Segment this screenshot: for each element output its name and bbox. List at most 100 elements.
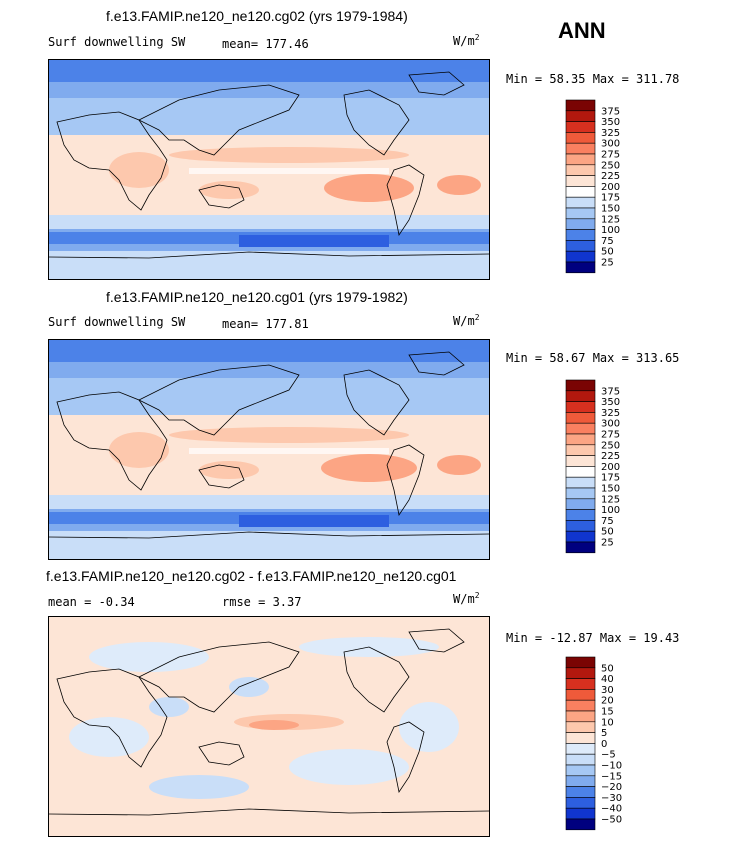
colorbar-tick-label: 0 (601, 739, 607, 750)
colorbar-tick-label: 225 (601, 451, 620, 462)
panel-2-colorbar: 375 350 325 300 275 250 225 200 175 150 125 100 75 50… (565, 379, 656, 555)
colorbar-swatch (565, 175, 596, 187)
colorbar-tick-label: 350 (601, 117, 620, 128)
panel-1-title: f.e13.FAMIP.ne120_ne120.cg02 (yrs 1979-1… (106, 8, 408, 24)
colorbar-tick-label: 325 (601, 128, 620, 139)
colorbar-tick-label: 125 (601, 494, 620, 505)
colorbar-tick-label: −15 (601, 771, 622, 782)
colorbar-swatch (565, 433, 596, 446)
colorbar-tick-label: 275 (601, 150, 620, 161)
colorbar-swatch (565, 699, 596, 712)
colorbar-swatch (565, 466, 596, 478)
colorbar-swatch (565, 99, 596, 112)
colorbar-tick-label: −10 (601, 761, 622, 772)
colorbar-swatch (565, 732, 596, 744)
colorbar-swatch (565, 196, 596, 209)
colorbar-swatch (565, 807, 596, 820)
colorbar-swatch (565, 153, 596, 166)
colorbar-swatch (565, 530, 596, 543)
colorbar-swatch (565, 207, 596, 220)
panel-3-map-svg (49, 617, 489, 836)
colorbar-tick-label: −50 (601, 815, 622, 826)
colorbar-swatch (565, 379, 596, 392)
colorbar-swatch (565, 240, 596, 252)
colorbar-swatch (565, 721, 596, 733)
colorbar-tick-label: 300 (601, 419, 620, 430)
panel-2-colorbar-svg: 3753503253002752502252001751501251007550… (565, 379, 620, 554)
colorbar-tick-label: 300 (601, 139, 620, 150)
colorbar-tick-label: 40 (601, 674, 614, 685)
colorbar-swatch (565, 412, 596, 424)
colorbar-tick-label: 30 (601, 685, 614, 696)
colorbar-tick-label: −5 (601, 750, 616, 761)
colorbar-swatch (565, 121, 596, 133)
colorbar-tick-label: 200 (601, 462, 620, 473)
colorbar-tick-label: 100 (601, 225, 620, 236)
colorbar-swatch (565, 218, 596, 230)
colorbar-swatch (565, 186, 596, 198)
panel-3-rmse-label: rmse = 3.37 (222, 595, 302, 609)
colorbar-swatch (565, 390, 596, 402)
panel-1-minmax: Min = 58.35 Max = 311.78 (506, 72, 680, 86)
colorbar-tick-label: 5 (601, 728, 607, 739)
colorbar-tick-label: 250 (601, 440, 620, 451)
panel-3-units: W/m2 (453, 591, 480, 606)
colorbar-tick-label: 50 (601, 527, 614, 538)
colorbar-tick-label: 100 (601, 505, 620, 516)
panel-1-variable-label: Surf downwelling SW (48, 35, 186, 49)
colorbar-swatch (565, 261, 596, 274)
colorbar-tick-label: 50 (601, 663, 614, 674)
colorbar-tick-label: 10 (601, 717, 614, 728)
panel-1-units: W/m2 (453, 33, 480, 48)
colorbar-tick-label: 15 (601, 707, 614, 718)
colorbar-tick-label: 175 (601, 193, 620, 204)
panel-1-colorbar: 375 350 325 300 275 250 225 200 175 150 125 100 75 50… (565, 99, 656, 275)
colorbar-tick-label: 50 (601, 247, 614, 258)
colorbar-swatch (565, 455, 596, 467)
colorbar-tick-label: −30 (601, 793, 622, 804)
colorbar-tick-label: 375 (601, 386, 620, 397)
colorbar-swatch (565, 142, 596, 155)
colorbar-swatch (565, 678, 596, 690)
panel-2-map-svg (49, 340, 489, 559)
colorbar-tick-label: 250 (601, 160, 620, 171)
panel-2-mean-label: mean= 177.81 (222, 317, 309, 331)
colorbar-swatch (565, 520, 596, 532)
colorbar-swatch (565, 786, 596, 798)
panel-1-map (48, 59, 490, 280)
colorbar-swatch (565, 818, 596, 831)
colorbar-swatch (565, 775, 596, 787)
colorbar-swatch (565, 132, 596, 144)
colorbar-swatch (565, 487, 596, 500)
panel-3-mean-label: mean = -0.34 (48, 595, 135, 609)
colorbar-swatch (565, 509, 596, 521)
colorbar-swatch (565, 250, 596, 263)
colorbar-swatch (565, 710, 596, 723)
colorbar-tick-label: 25 (601, 538, 614, 549)
panel-2-title: f.e13.FAMIP.ne120_ne120.cg01 (yrs 1979-1… (106, 289, 408, 305)
colorbar-swatch (565, 444, 596, 456)
colorbar-tick-label: 325 (601, 408, 620, 419)
colorbar-swatch (565, 797, 596, 809)
colorbar-swatch (565, 656, 596, 669)
colorbar-swatch (565, 229, 596, 241)
colorbar-tick-label: −20 (601, 782, 622, 793)
colorbar-tick-label: 200 (601, 182, 620, 193)
season-label: ANN (558, 18, 606, 43)
colorbar-tick-label: 75 (601, 236, 614, 247)
colorbar-swatch (565, 689, 596, 701)
colorbar-swatch (565, 541, 596, 554)
panel-1-mean-label: mean= 177.46 (222, 37, 309, 51)
colorbar-tick-label: 350 (601, 397, 620, 408)
panel-1-map-svg (49, 60, 489, 279)
panel-2-units: W/m2 (453, 313, 480, 328)
colorbar-swatch (565, 164, 596, 176)
colorbar-swatch (565, 498, 596, 510)
panel-1-colorbar-svg: 3753503253002752502252001751501251007550… (565, 99, 620, 274)
colorbar-tick-label: 375 (601, 106, 620, 117)
colorbar-tick-label: 175 (601, 473, 620, 484)
colorbar-tick-label: −40 (601, 804, 622, 815)
colorbar-swatch (565, 422, 596, 435)
panel-3-colorbar: 50 40 30 20 15 10 5 0 −5 −10 −15 −20 −30 −40 −50 (565, 656, 656, 832)
